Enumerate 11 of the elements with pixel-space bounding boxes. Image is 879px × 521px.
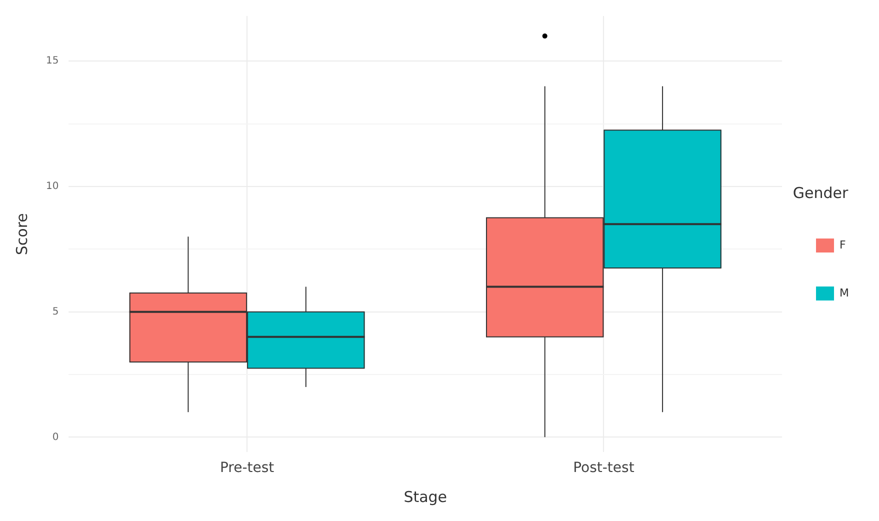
y-tick-label: 15 [46,56,59,67]
legend-label: M [840,286,850,300]
y-tick-label: 10 [46,181,59,192]
x-tick-label: Post-test [573,460,635,476]
y-tick-label: 0 [52,432,59,443]
x-axis-title: Stage [404,488,448,506]
y-axis-title: Score [12,213,31,256]
legend-label: F [840,238,846,252]
x-tick-label: Pre-test [220,460,275,476]
legend-title: Gender [792,184,849,202]
y-tick-label: 5 [52,306,59,318]
